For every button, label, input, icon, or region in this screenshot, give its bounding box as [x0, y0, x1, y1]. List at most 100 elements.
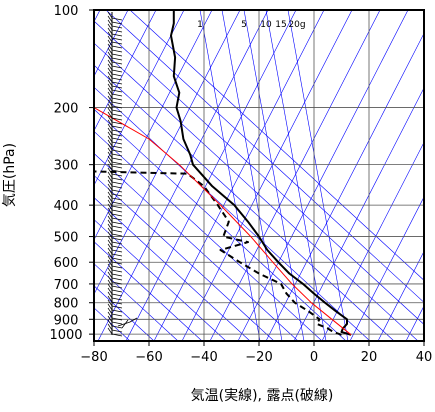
wind-barb-staff [111, 253, 123, 257]
wind-barb-staff [111, 185, 123, 189]
wind-barb-flag [107, 287, 113, 295]
wind-barb-flag [107, 95, 113, 103]
y-tick-label: 300 [54, 159, 79, 174]
wind-barb-staff [111, 57, 123, 61]
wind-barb-staff [111, 53, 123, 57]
isotherm-line [321, 141, 424, 341]
y-tick-label: 400 [54, 199, 79, 214]
wind-barb-flag [107, 251, 113, 259]
wind-barb-flag [107, 315, 113, 323]
wind-barb-staff [111, 89, 123, 93]
adiabat-line [94, 42, 419, 341]
temperature-line [170, 10, 352, 336]
adiabat-line [94, 263, 179, 341]
mixing-ratio-label: 1 [197, 20, 203, 30]
wind-barb-flag [107, 283, 113, 291]
wind-barb-flag [107, 79, 113, 87]
wind-barb-staff [111, 285, 123, 289]
wind-barb-flag [107, 55, 113, 63]
wind-barb-staff [111, 321, 123, 325]
parcel-line [94, 107, 352, 336]
wind-barb-staff [111, 333, 123, 337]
mixing-ratio-line [221, 10, 283, 341]
wind-barb-staff [111, 157, 123, 161]
wind-barb-staff [111, 201, 123, 205]
wind-barb-flag [107, 195, 113, 203]
wind-barb-flag [107, 127, 113, 135]
wind-barb-flag [107, 75, 113, 83]
wind-barb-flag [107, 223, 113, 231]
wind-barb-staff [111, 293, 123, 297]
dewpoint-line [94, 170, 342, 336]
wind-barb-flag [107, 307, 113, 315]
adiabat-line [129, 10, 424, 281]
mixing-ratio-label: 5 [241, 20, 247, 30]
wind-barb-flag [107, 167, 113, 175]
wind-barb-staff [111, 189, 123, 193]
wind-barb-flag [107, 271, 113, 279]
wind-barb-flag [107, 83, 113, 91]
wind-barb-staff [111, 137, 123, 141]
wind-barb-flag [107, 43, 113, 51]
wind-barb-flag [107, 67, 113, 75]
wind-barb-staff [111, 41, 123, 45]
wind-barb-flag [107, 27, 113, 35]
wind-barb-flag [107, 147, 113, 155]
wind-barb-staff [111, 161, 123, 165]
wind-barb-staff [111, 113, 123, 117]
wind-barb-staff [111, 153, 123, 157]
adiabat-line [94, 130, 323, 341]
wind-barb-flag [107, 311, 113, 319]
wind-barb-flag [107, 111, 113, 119]
x-tick-label: −40 [190, 350, 217, 365]
x-tick-label: −20 [245, 350, 272, 365]
wind-barb-flag [107, 227, 113, 235]
adiabat-line [94, 219, 227, 341]
adiabat-line [94, 175, 275, 341]
wind-barb-flag [107, 207, 113, 215]
wind-barb-flag [107, 303, 113, 311]
adiabat-line [94, 197, 251, 341]
wind-barb-staff [111, 181, 123, 185]
isotherm-line [97, 10, 269, 341]
wind-barb-staff [111, 129, 123, 133]
wind-barb-flag [107, 199, 113, 207]
wind-barb-staff [111, 229, 123, 233]
wind-barb-flag [107, 31, 113, 39]
wind-barb-flag [107, 323, 113, 331]
wind-barb-staff [111, 65, 123, 69]
x-tick-label: 40 [416, 350, 433, 365]
wind-barb-flag [107, 115, 113, 123]
wind-barb-flag [107, 99, 113, 107]
wind-barb-staff [111, 77, 123, 81]
isotherm-line [237, 10, 409, 341]
wind-barb-flag [107, 155, 113, 163]
wind-barb-flag [107, 259, 113, 267]
y-tick-label: 900 [54, 313, 79, 328]
wind-barb-flag [107, 15, 113, 23]
wind-barb-flag [107, 203, 113, 211]
wind-barb-flag [107, 51, 113, 59]
wind-barb-staff [111, 17, 123, 21]
wind-barb-staff [111, 277, 123, 281]
wind-barb-flag [107, 211, 113, 219]
wind-barb-staff [111, 177, 123, 181]
wind-barb-staff [111, 297, 123, 301]
wind-barb-staff [111, 25, 123, 29]
wind-barb-staff [111, 97, 123, 101]
wind-barb-flag [107, 71, 113, 79]
wind-barb-flag [107, 279, 113, 287]
isotherm-line [94, 10, 185, 186]
isotherm-line [94, 10, 129, 77]
wind-barb-staff [111, 93, 123, 97]
isotherm-line [349, 196, 424, 341]
wind-barb-flag [107, 159, 113, 167]
mixing-ratio-label: 10 [260, 20, 272, 30]
wind-barb-staff [111, 301, 123, 305]
wind-barb-flag [107, 151, 113, 159]
wind-barb-staff [111, 233, 123, 237]
wind-barb-flag [107, 59, 113, 67]
x-tick-label: −60 [135, 350, 162, 365]
wind-barb-staff [111, 329, 123, 333]
wind-barb-staff [111, 281, 123, 285]
